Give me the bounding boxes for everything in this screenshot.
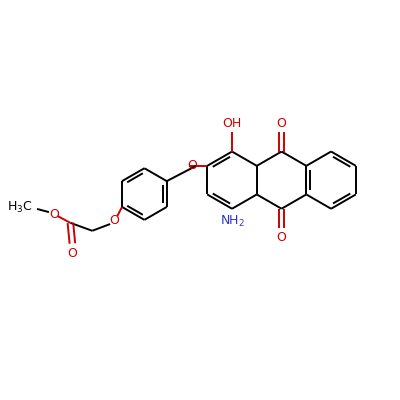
Text: OH: OH — [222, 117, 242, 130]
Text: O: O — [187, 159, 197, 172]
Text: H$_3$C: H$_3$C — [8, 200, 33, 214]
Text: O: O — [277, 117, 286, 130]
Text: NH$_2$: NH$_2$ — [220, 214, 244, 229]
Text: O: O — [277, 230, 286, 244]
Text: O: O — [68, 247, 77, 260]
Text: O: O — [49, 208, 59, 221]
Text: O: O — [109, 214, 119, 227]
